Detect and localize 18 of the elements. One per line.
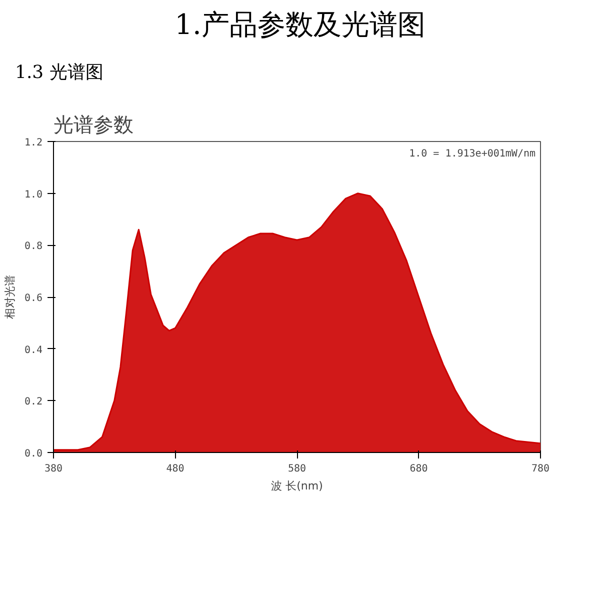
y-tick-label: 0.8 [24, 241, 42, 252]
chart-title: 光谱参数 [54, 112, 134, 136]
x-axis-title: 波 长(nm) [271, 480, 323, 492]
x-tick-label: 680 [410, 464, 428, 474]
y-tick-label: 1.2 [24, 138, 42, 148]
x-tick-label: 780 [531, 464, 550, 474]
y-axis-title: 相对光谱 [3, 275, 16, 319]
annotation: 1.0 = 1.913e+001mW/nm [409, 148, 536, 160]
text: 1.3 光谱图 [15, 61, 104, 85]
x-tick-label: 580 [288, 464, 306, 474]
y-tick-label: 0.2 [24, 396, 42, 408]
text: 1.产品参数及光谱图 [174, 7, 426, 43]
y-tick-label: 0.6 [24, 293, 42, 304]
x-tick-label: 380 [44, 464, 63, 474]
x-tick-label: 480 [166, 464, 184, 474]
y-tick-label: 1.0 [24, 189, 42, 200]
y-tick-label: 0.4 [24, 344, 42, 356]
y-tick-label: 0.0 [24, 448, 42, 460]
